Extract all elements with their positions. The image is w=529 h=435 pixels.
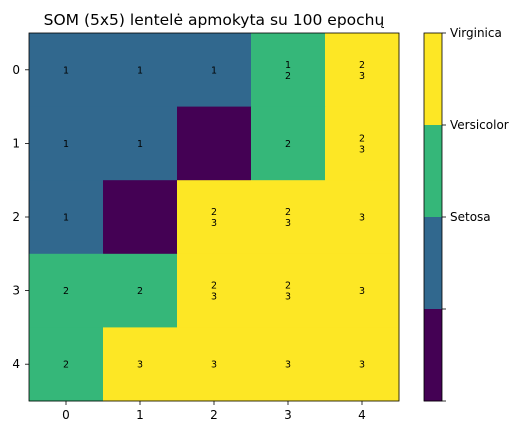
heatmap-cell-0-1 — [103, 33, 178, 107]
x-axis: 0 1 2 3 4 — [62, 401, 366, 422]
cell-label-0-3-1: 2 — [285, 71, 291, 82]
heatmap-cell-2-1 — [103, 180, 178, 255]
heatmap-cell-3-1 — [103, 253, 178, 328]
cell-label-2-2-1: 3 — [211, 218, 217, 229]
cell-label-4-3-0: 3 — [285, 360, 291, 371]
heatmap-cell-2-2 — [177, 180, 252, 255]
heatmap-cell-1-0 — [29, 106, 104, 181]
heatmap-cell-1-3 — [251, 106, 326, 181]
cell-label-2-0-0: 1 — [63, 213, 69, 224]
y-tick-label-4: 4 — [12, 357, 20, 371]
cell-label-0-4-1: 3 — [359, 71, 365, 82]
cell-label-0-1-0: 1 — [137, 65, 143, 76]
cell-label-1-3-0: 2 — [285, 139, 291, 150]
x-tick-label-1: 1 — [136, 408, 144, 422]
cell-label-1-0-0: 1 — [63, 139, 69, 150]
heatmap-cell-2-3 — [251, 180, 326, 255]
cell-label-4-2-0: 3 — [211, 360, 217, 371]
heatmap-cell-3-3 — [251, 253, 326, 328]
cell-label-2-2-0: 2 — [211, 207, 217, 218]
heatmap-cells — [29, 33, 400, 402]
cell-label-0-2-0: 1 — [211, 65, 217, 76]
heatmap-cell-4-1 — [103, 327, 178, 402]
cell-label-1-4-0: 2 — [359, 133, 365, 144]
y-tick-label-0: 0 — [12, 63, 20, 77]
x-tick-label-2: 2 — [210, 408, 218, 422]
heatmap-cell-3-4 — [325, 253, 400, 328]
heatmap-cell-0-3 — [251, 33, 326, 107]
heatmap-cell-1-2 — [177, 106, 252, 181]
cell-label-3-0-0: 2 — [63, 286, 69, 297]
cell-label-2-3-0: 2 — [285, 207, 291, 218]
chart-title: SOM (5x5) lentelė apmokyta su 100 epochų — [44, 11, 385, 29]
cell-label-1-4-1: 3 — [359, 144, 365, 155]
heatmap-cell-2-4 — [325, 180, 400, 255]
x-tick-label-4: 4 — [358, 408, 366, 422]
y-tick-label-3: 3 — [12, 284, 20, 298]
colorbar: Setosa Versicolor Virginica — [423, 26, 509, 402]
cell-label-2-3-1: 3 — [285, 218, 291, 229]
heatmap-cell-4-4 — [325, 327, 400, 402]
cell-label-4-0-0: 2 — [63, 360, 69, 371]
y-axis: 0 1 2 3 4 — [12, 63, 29, 371]
heatmap-cell-2-0 — [29, 180, 104, 255]
heatmap-cell-4-2 — [177, 327, 252, 402]
heatmap-cell-1-4 — [325, 106, 400, 181]
heatmap-cell-3-0 — [29, 253, 104, 328]
cell-label-0-0-0: 1 — [63, 65, 69, 76]
cell-label-4-1-0: 3 — [137, 360, 143, 371]
cell-label-4-4-0: 3 — [359, 360, 365, 371]
colorbar-tick-label-3: Virginica — [450, 26, 502, 40]
colorbar-tick-label-1: Setosa — [450, 210, 491, 224]
colorbar-tick-label-2: Versicolor — [450, 118, 509, 132]
heatmap-cell-0-2 — [177, 33, 252, 107]
cell-label-3-2-0: 2 — [211, 281, 217, 292]
heatmap-cell-4-3 — [251, 327, 326, 402]
cell-label-3-1-0: 2 — [137, 286, 143, 297]
cell-label-0-4-0: 2 — [359, 60, 365, 71]
x-tick-label-3: 3 — [284, 408, 292, 422]
colorbar-segment-2 — [424, 125, 442, 218]
heatmap-cell-0-4 — [325, 33, 400, 107]
heatmap-cell-4-0 — [29, 327, 104, 402]
cell-label-1-1-0: 1 — [137, 139, 143, 150]
y-tick-label-1: 1 — [12, 136, 20, 150]
heatmap-cell-1-1 — [103, 106, 178, 181]
y-tick-label-2: 2 — [12, 210, 20, 224]
cell-label-2-4-0: 3 — [359, 213, 365, 224]
cell-label-3-2-1: 3 — [211, 292, 217, 303]
colorbar-segment-3 — [424, 33, 442, 126]
heatmap-cell-3-2 — [177, 253, 252, 328]
colorbar-segment-0 — [424, 309, 442, 402]
colorbar-segment-1 — [424, 217, 442, 310]
cell-label-0-3-0: 1 — [285, 60, 291, 71]
heatmap-cell-0-0 — [29, 33, 104, 107]
x-tick-label-0: 0 — [62, 408, 70, 422]
cell-label-3-3-1: 3 — [285, 292, 291, 303]
cell-label-3-4-0: 3 — [359, 286, 365, 297]
cell-label-3-3-0: 2 — [285, 281, 291, 292]
